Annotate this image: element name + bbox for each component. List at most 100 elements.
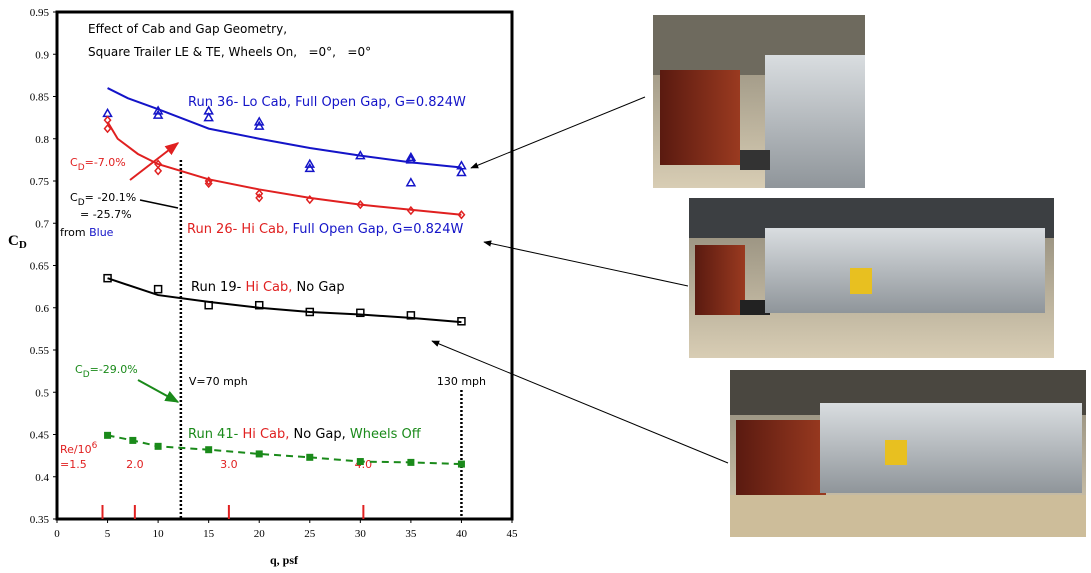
fit-line [107,434,462,466]
re-tick-label: =1.5 [60,458,87,471]
y-tick-label: 0.8 [35,134,49,146]
data-point [254,300,264,310]
y-tick-label: 0.75 [30,176,50,188]
pointer-arrow [483,240,689,287]
data-point [457,317,466,326]
y-axis-label-main: C [8,233,19,249]
series-label-part: No Gap [297,280,345,295]
data-point [204,300,213,310]
reference-label: 130 mph [437,375,486,388]
x-tick-label: 0 [54,528,60,540]
data-point [205,446,213,454]
re-axis-title-base: Re/10 [60,443,92,456]
data-point [154,166,163,176]
series-label-part: Run 41- [188,427,242,442]
data-point [355,150,366,160]
data-point [356,200,365,210]
data-point [104,431,112,439]
data-point [405,177,417,187]
x-tick-label: 35 [405,528,417,540]
y-tick-label: 0.4 [35,472,49,484]
pointer-arrow [431,340,729,464]
data-point [153,284,163,294]
fit-line [106,121,462,216]
data-point [356,458,364,466]
annotation-part: D [78,163,85,173]
data-point [406,311,416,320]
photo-top [653,15,865,188]
re-tick-label: 3.0 [220,458,238,471]
series-label: Run 36- Lo Cab, Full Open Gap, G=0.824W [188,95,466,110]
y-axis-label-sub: D [19,239,27,251]
annotation-arrow [137,379,180,403]
fit-line [107,87,462,169]
annotation-part: D [83,370,90,380]
data-point [129,436,137,444]
data-point [306,453,314,461]
y-tick-label: 0.85 [30,92,50,104]
data-point [406,205,415,216]
x-tick-label: 5 [105,528,111,540]
data-point [102,107,113,118]
series-label: Run 19- Hi Cab, No Gap [191,280,345,295]
series-label-part: Full Open Gap, G=0.824W [293,222,464,237]
photo-bottom [730,370,1086,537]
x-tick-label: 15 [203,528,215,540]
data-point [457,210,466,220]
y-tick-label: 0.55 [30,345,50,357]
data-point [253,120,265,130]
annotation-part: C [70,156,78,169]
series-label-part: Run 26- Hi Cab, [187,222,293,237]
photo-middle [689,198,1054,358]
series-label-part: No Gap, [294,427,350,442]
title-line: Square Trailer LE & TE, Wheels On, =0°, … [88,45,371,59]
pointer-arrow [470,96,646,169]
annotation-part: C [75,363,83,376]
annotation-part: Blue [89,226,114,239]
x-tick-label: 10 [153,528,165,540]
data-point [405,151,417,162]
data-point [255,450,263,458]
data-point [356,308,365,318]
fit-line [107,277,462,324]
data-point [407,458,415,466]
series-label-part: Run 36- Lo Cab, Full Open Gap, G=0.824W [188,95,466,110]
data-point [103,273,112,283]
x-tick-label: 30 [355,528,367,540]
y-tick-label: 0.5 [35,387,49,399]
data-point [204,178,213,189]
data-point [152,109,164,119]
annotation-part: =-29.0% [90,363,138,376]
y-tick-label: 0.65 [30,261,50,273]
y-tick-label: 0.45 [30,430,50,442]
y-tick-label: 0.6 [35,303,49,315]
annotation-part: from [60,226,89,239]
annotation: CD= -20.1% [70,191,136,208]
title-line: Effect of Cab and Gap Geometry, [88,22,287,36]
data-point [103,123,112,134]
annotation-part: =-7.0% [85,156,126,169]
y-tick-label: 0.7 [35,218,49,230]
data-point [103,115,112,125]
series-label: Run 26- Hi Cab, Full Open Gap, G=0.824W [187,222,463,237]
annotation-part: C [70,191,78,204]
data-point [405,154,417,164]
annotation-part: = -20.1% [85,191,137,204]
x-axis-label: q, psf [270,553,299,567]
series-label-part: Run 19- [191,280,245,295]
annotation: CD=-7.0% [70,156,126,173]
y-tick-label: 0.35 [30,514,50,526]
data-point [253,116,265,126]
data-point [304,162,316,173]
annotation-part: D [78,198,85,208]
x-tick-label: 20 [254,528,266,540]
re-axis-title-power: 6 [92,441,98,451]
data-point [255,189,264,199]
data-point [305,307,315,317]
data-point [304,158,316,168]
data-point [457,460,465,468]
annotation: CD=-29.0% [75,363,138,380]
annotation-part: = -25.7% [80,208,132,221]
plot-frame [55,10,514,521]
